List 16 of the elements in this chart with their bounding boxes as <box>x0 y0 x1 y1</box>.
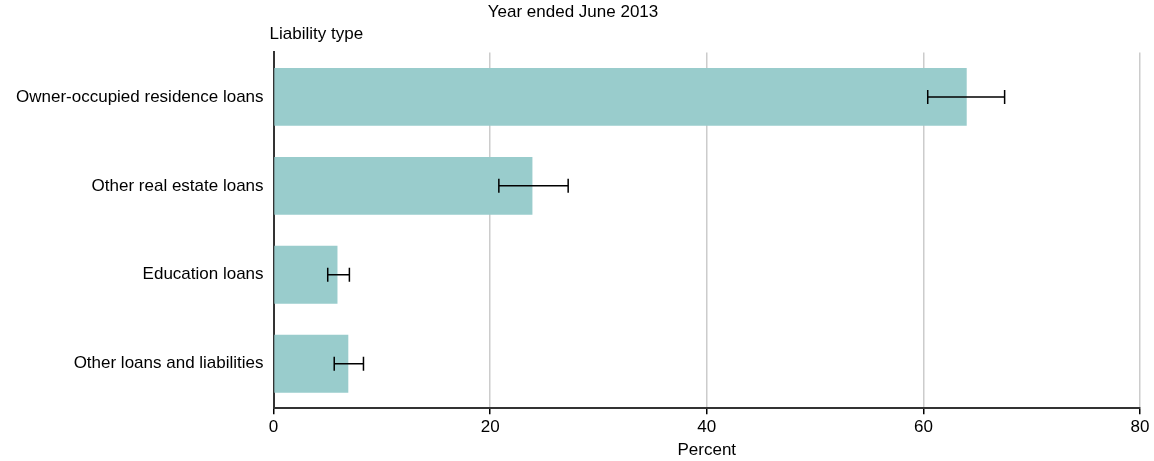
bar <box>274 67 967 126</box>
y-tick-label: Education loans <box>142 264 264 284</box>
x-axis-title: Percent <box>677 440 737 460</box>
x-tick-label: 80 <box>1130 417 1150 437</box>
y-tick-label: Owner-occupied residence loans <box>15 86 264 106</box>
y-tick-label: Other loans and liabilities <box>73 353 264 373</box>
chart-title: Year ended June 2013 <box>487 1 659 21</box>
x-tick-label: 20 <box>480 417 500 437</box>
y-tick-label: Other real estate loans <box>91 175 264 195</box>
x-tick-label: 60 <box>913 417 933 437</box>
x-tick-label: 0 <box>268 417 279 437</box>
bar <box>274 156 533 215</box>
y-axis-title: Liability type <box>269 23 364 43</box>
bar <box>274 245 338 304</box>
bar <box>274 334 349 393</box>
x-tick-label: 40 <box>697 417 717 437</box>
